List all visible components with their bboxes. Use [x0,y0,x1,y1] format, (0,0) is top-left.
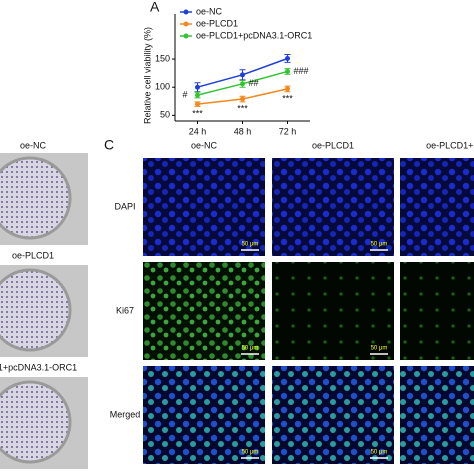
column-header: oe-PLCD1+pcDN [426,140,474,150]
point [285,86,290,92]
x-tick-label: 48 h [234,126,252,136]
if-panel: oe-NC oe-PLCD1 oe-PLCD1+pcDN DAPI 50 μm 50 μm… [110,140,474,464]
legend-marker [183,21,189,27]
significance-label: ## [249,78,259,88]
micrograph [143,366,265,464]
legend-label: oe-PLCD1+pcDNA3.1-ORC1 [196,30,312,40]
scale-bar-label: 50 μm [371,450,388,456]
panel-label: C [104,137,114,153]
point [195,101,200,107]
plate [0,156,72,240]
legend-marker [183,33,189,39]
colony-panel: oe-NC oe-PLCD1 ID1+pcDNA3.1-ORC1 [0,140,88,469]
significance-label: ### [294,66,309,76]
y-axis-label: Relative cell viability (%) [142,27,152,124]
micrograph [272,262,394,360]
scale-bar-label: 50 μm [371,242,388,248]
micrograph [143,158,265,256]
row-label: DAPI [114,201,135,211]
row-label: Ki67 [116,305,134,315]
point [240,72,245,78]
legend-label: oe-NC [196,6,223,16]
legend-marker [183,9,189,15]
micrograph [272,366,394,464]
colony-label: ID1+pcDNA3.1-ORC1 [0,362,77,372]
column-header: oe-PLCD1 [312,140,354,150]
micrograph [143,262,265,360]
micrograph [400,158,474,256]
y-tick-label: 100 [155,82,170,92]
point [195,84,200,90]
colony-label: oe-NC [20,140,47,150]
panel-label: A [150,0,160,15]
colony-label: oe-PLCD1 [12,250,54,260]
point [285,68,290,74]
plate [0,380,72,464]
y-tick-label: 50 [160,110,170,120]
scale-bar-label: 50 μm [242,346,259,352]
legend-label: oe-PLCD1 [196,18,238,28]
row-label: Merged [110,409,141,419]
x-tick-label: 72 h [279,126,297,136]
significance-label: *** [237,103,248,113]
point [240,96,245,102]
significance-label: # [182,89,187,99]
column-header: oe-NC [191,140,218,150]
significance-label: *** [192,108,203,118]
micrograph [272,158,394,256]
y-tick-label: 150 [155,53,170,63]
micrograph [400,366,474,464]
scale-bar-label: 50 μm [242,450,259,456]
plate [0,268,72,352]
micrograph [400,262,474,360]
significance-label: *** [282,93,293,103]
x-tick-label: 24 h [189,126,207,136]
point [285,55,290,61]
scale-bar-label: 50 μm [242,242,259,248]
point [240,81,245,87]
scale-bar-label: 50 μm [371,346,388,352]
point [195,92,200,98]
